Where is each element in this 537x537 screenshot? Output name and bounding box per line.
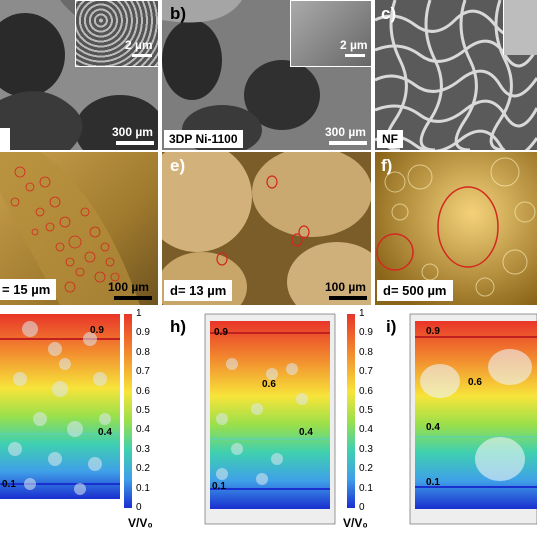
- colorbar-tick-label: 0.6: [359, 385, 373, 397]
- optical-image-f: [375, 152, 537, 305]
- inset-scalebar-a: [132, 54, 152, 57]
- colorbar-1-title: V/V₀: [128, 516, 153, 530]
- panel-label-i: i): [386, 317, 397, 336]
- sim-image-g: [0, 314, 120, 499]
- inset-scalebar-b: [345, 54, 365, 57]
- colorbar-tick-label: 0.3: [359, 443, 373, 455]
- colorbar-tick-label: 0.9: [136, 327, 150, 339]
- colorbar-tick-label: 0.1: [136, 482, 150, 494]
- colorbar-tick-label: 0: [359, 502, 365, 513]
- colorbar-1: [124, 314, 132, 508]
- contour-label-i-2: 0.4: [426, 422, 440, 433]
- colorbar-tick-label: 0.4: [359, 424, 373, 436]
- sim-image-i: [409, 313, 537, 525]
- optical-image-e: [162, 152, 371, 305]
- colorbar-tick-label: 0.5: [136, 405, 150, 416]
- colorbar-tick-label: 0: [136, 502, 142, 513]
- sem-inset-c: [503, 0, 537, 55]
- colorbar-tick-label: 0.1: [359, 482, 373, 494]
- panel-label-c: c): [381, 4, 397, 23]
- contour-label-g-1: 0.4: [98, 427, 112, 438]
- inset-scale-label-b: 2 µm: [340, 38, 368, 52]
- sem-panel-b: b) 2 µm 300 µm 3DP Ni-1100: [162, 0, 371, 150]
- contour-label-h-1: 0.6: [262, 379, 276, 390]
- panel-label-f: f): [381, 156, 393, 175]
- diameter-tag-e: d= 13 µm: [164, 280, 233, 301]
- colorbar-tick-label: 0.7: [359, 366, 373, 378]
- colorbar-tick-label: 0.5: [359, 405, 373, 416]
- colorbar-tick-label: 0.8: [136, 346, 150, 358]
- sim-image-h: [204, 313, 336, 525]
- inset-scale-label-a: 2 µm: [125, 38, 153, 52]
- contour-label-i-1: 0.6: [468, 377, 482, 388]
- sample-tag-c: NF: [377, 130, 403, 148]
- panel-label-h: h): [170, 317, 187, 336]
- diameter-tag-f: d= 500 µm: [377, 280, 453, 301]
- optical-panel-d: 100 µm = 15 µm: [0, 152, 158, 305]
- sem-tag-a-stub: [0, 128, 10, 150]
- colorbar-tick-label: 0.4: [136, 424, 150, 436]
- contour-label-h-2: 0.4: [299, 427, 313, 438]
- sem-panel-a: 2 µm 300 µm: [0, 0, 158, 150]
- optical-panel-e: e) 100 µm d= 13 µm: [162, 152, 371, 305]
- optical-panel-f: f) d= 500 µm: [375, 152, 537, 305]
- contour-label-i-0: 0.9: [426, 326, 440, 337]
- sem-panel-c: c) NF: [375, 0, 537, 150]
- contour-label-h-3: 0.1: [212, 481, 226, 492]
- colorbar-tick-label: 0.9: [359, 327, 373, 339]
- colorbar-tick-label: 0.2: [136, 463, 150, 475]
- sim-panel-h: h) 0.9 0.6 0.4 0.1: [162, 309, 371, 529]
- colorbar-tick-label: 1: [359, 308, 365, 319]
- scale-label-d: 100 µm: [108, 280, 149, 294]
- colorbar-2: [347, 314, 355, 508]
- panel-label-b: b): [170, 4, 187, 23]
- main-scale-label-b: 300 µm: [325, 125, 366, 139]
- main-scalebar-a: [116, 141, 154, 145]
- contour-label-g-0: 0.9: [90, 325, 104, 336]
- sim-panel-i: i) 0.9 0.6 0.4 0.1: [380, 309, 537, 529]
- contour-label-g-2: 0.1: [2, 479, 16, 490]
- scalebar-d: [114, 296, 152, 300]
- diameter-tag-d: = 15 µm: [0, 279, 57, 300]
- sim-panel-g: 0.9 0.4 0.1: [0, 309, 158, 509]
- sample-tag-b: 3DP Ni-1100: [164, 130, 243, 148]
- main-scale-label-a: 300 µm: [112, 125, 153, 139]
- colorbar-tick-label: 0.3: [136, 443, 150, 455]
- colorbar-tick-label: 0.6: [136, 385, 150, 397]
- contour-label-i-3: 0.1: [426, 477, 440, 488]
- colorbar-tick-label: 1: [136, 308, 142, 319]
- scalebar-e: [329, 296, 367, 300]
- panel-label-e: e): [170, 156, 186, 175]
- contour-label-h-0: 0.9: [214, 327, 228, 338]
- colorbar-2-title: V/V₀: [343, 516, 368, 530]
- main-scalebar-b: [329, 141, 367, 145]
- colorbar-tick-label: 0.2: [359, 463, 373, 475]
- colorbar-tick-label: 0.7: [136, 366, 150, 378]
- colorbar-tick-label: 0.8: [359, 346, 373, 358]
- scale-label-e: 100 µm: [325, 280, 366, 294]
